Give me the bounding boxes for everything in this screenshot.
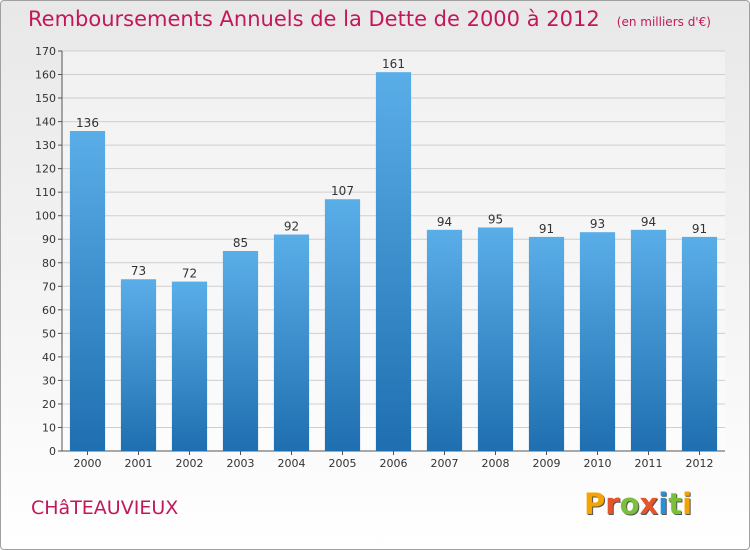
value-label-2004: 92	[284, 220, 299, 234]
x-tick-label-2008: 2008	[482, 457, 510, 470]
y-tick-label: 80	[42, 257, 56, 270]
x-tick-label-2003: 2003	[227, 457, 255, 470]
bar-2006	[375, 72, 412, 452]
bar-2009	[528, 236, 565, 451]
value-label-2001: 73	[131, 264, 146, 278]
value-label-2006: 161	[382, 57, 405, 71]
y-tick-label: 130	[35, 139, 56, 152]
y-tick-label: 50	[42, 327, 56, 340]
y-tick-label: 40	[42, 351, 56, 364]
x-tick-label-2002: 2002	[176, 457, 204, 470]
value-label-2003: 85	[233, 236, 248, 250]
y-tick-label: 30	[42, 374, 56, 387]
proxiti-logo: Proxiti	[584, 487, 693, 521]
bar-2005	[324, 199, 361, 451]
y-tick-label: 120	[35, 163, 56, 176]
y-tick-label: 110	[35, 186, 56, 199]
y-tick-label: 160	[35, 69, 56, 82]
y-tick-label: 170	[35, 45, 56, 58]
x-tick-label-2006: 2006	[380, 457, 408, 470]
bar-2008	[477, 227, 514, 451]
x-tick-label-2007: 2007	[431, 457, 459, 470]
y-tick-label: 70	[42, 280, 56, 293]
x-tick-label-2004: 2004	[278, 457, 306, 470]
y-tick-label: 10	[42, 421, 56, 434]
commune-name: CHâTEAUVIEUX	[31, 497, 179, 519]
value-label-2011: 94	[641, 215, 656, 229]
y-tick-label: 140	[35, 116, 56, 129]
value-label-2002: 72	[182, 267, 197, 281]
bar-2011	[630, 229, 667, 451]
value-label-2005: 107	[331, 184, 354, 198]
y-tick-label: 60	[42, 304, 56, 317]
value-label-2009: 91	[539, 222, 554, 236]
bar-2003	[222, 251, 259, 451]
y-tick-label: 0	[49, 445, 56, 458]
chart-title-unit: (en milliers d'€)	[616, 15, 711, 29]
x-tick-label-2005: 2005	[329, 457, 357, 470]
x-tick-label-2009: 2009	[533, 457, 561, 470]
bar-2000	[69, 131, 106, 451]
value-label-2008: 95	[488, 212, 503, 226]
x-tick-label-2010: 2010	[584, 457, 612, 470]
x-tick-label-2011: 2011	[635, 457, 663, 470]
y-tick-label: 20	[42, 398, 56, 411]
bar-2010	[579, 232, 616, 451]
value-label-2000: 136	[76, 116, 99, 130]
y-tick-label: 150	[35, 92, 56, 105]
x-tick-label-2012: 2012	[686, 457, 714, 470]
value-label-2010: 93	[590, 217, 605, 231]
bar-2004	[273, 234, 310, 451]
chart-title: Remboursements Annuels de la Dette de 20…	[28, 7, 711, 31]
x-tick-label-2000: 2000	[74, 457, 102, 470]
bars	[69, 72, 718, 452]
value-label-2007: 94	[437, 215, 452, 229]
labels: 0 10 20 30 40 50 60 70 80 90 100 110 120 130 140 150 160…	[35, 45, 714, 470]
x-tick-label-2001: 2001	[125, 457, 153, 470]
bar-2007	[426, 229, 463, 451]
chart-title-main: Remboursements Annuels de la Dette de 20…	[28, 7, 600, 31]
value-label-2012: 91	[692, 222, 707, 236]
bar-2001	[120, 279, 157, 451]
y-tick-label: 90	[42, 233, 56, 246]
y-tick-label: 100	[35, 210, 56, 223]
bar-2002	[171, 281, 208, 451]
bar-2012	[681, 236, 718, 451]
